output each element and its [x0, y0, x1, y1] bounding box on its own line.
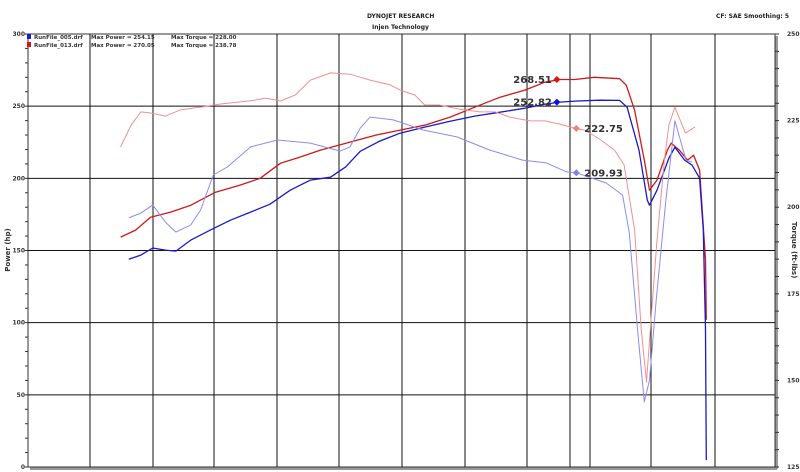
legend-file: RunFile_005.drf	[34, 35, 83, 41]
y-tick-label: 150	[12, 248, 25, 255]
annotation-marker	[553, 75, 561, 83]
y2-tick-label: 250	[787, 31, 800, 38]
y-tick-label: 50	[17, 392, 25, 399]
annotation-marker	[572, 169, 580, 177]
series-line-power_005	[128, 99, 707, 461]
annotation-label: 252.82	[513, 98, 552, 109]
series-line-torque_005	[128, 116, 693, 403]
y-tick-label: 0	[21, 464, 25, 471]
annotation-marker	[553, 98, 561, 106]
series-line-power_013	[120, 76, 707, 320]
series-line-torque_013	[120, 72, 696, 383]
y-tick-label: 100	[12, 320, 25, 327]
annotation-marker	[572, 124, 580, 132]
legend-swatch	[27, 34, 31, 39]
legend-file: RunFile_013.drf	[34, 43, 83, 49]
y2-axis-label: Torque (ft-lbs)	[790, 222, 798, 279]
y2-tick-label: 175	[787, 291, 800, 298]
y2-tick-label: 150	[787, 377, 800, 384]
y-tick-label: 300	[12, 31, 25, 38]
y-axis-label: Power (hp)	[4, 228, 12, 271]
y-tick-label: 200	[12, 175, 25, 182]
y2-tick-label: 200	[787, 204, 800, 211]
plot-shadow-right	[775, 36, 778, 469]
chart-settings: CF: SAE Smoothing: 5	[716, 13, 790, 20]
legend-max-torque: Max Torque = 238.78	[171, 43, 237, 49]
legend-max-torque: Max Torque = 228.00	[171, 35, 237, 41]
annotation-label: 222.75	[584, 124, 623, 135]
annotation-label: 268.51	[513, 75, 552, 86]
legend-max-power: Max Power = 254.15	[91, 35, 155, 41]
annotation-label: 209.93	[584, 168, 623, 179]
legend-swatch	[27, 42, 31, 47]
y2-tick-label: 125	[787, 464, 800, 471]
plot-shadow-bottom	[30, 467, 777, 470]
chart-subtitle: Injen Technology	[372, 24, 429, 31]
y-tick-label: 250	[12, 103, 25, 110]
chart-title: DYNOJET RESEARCH	[367, 13, 435, 20]
legend-max-power: Max Power = 270.05	[91, 43, 155, 49]
y2-tick-label: 225	[787, 118, 800, 125]
